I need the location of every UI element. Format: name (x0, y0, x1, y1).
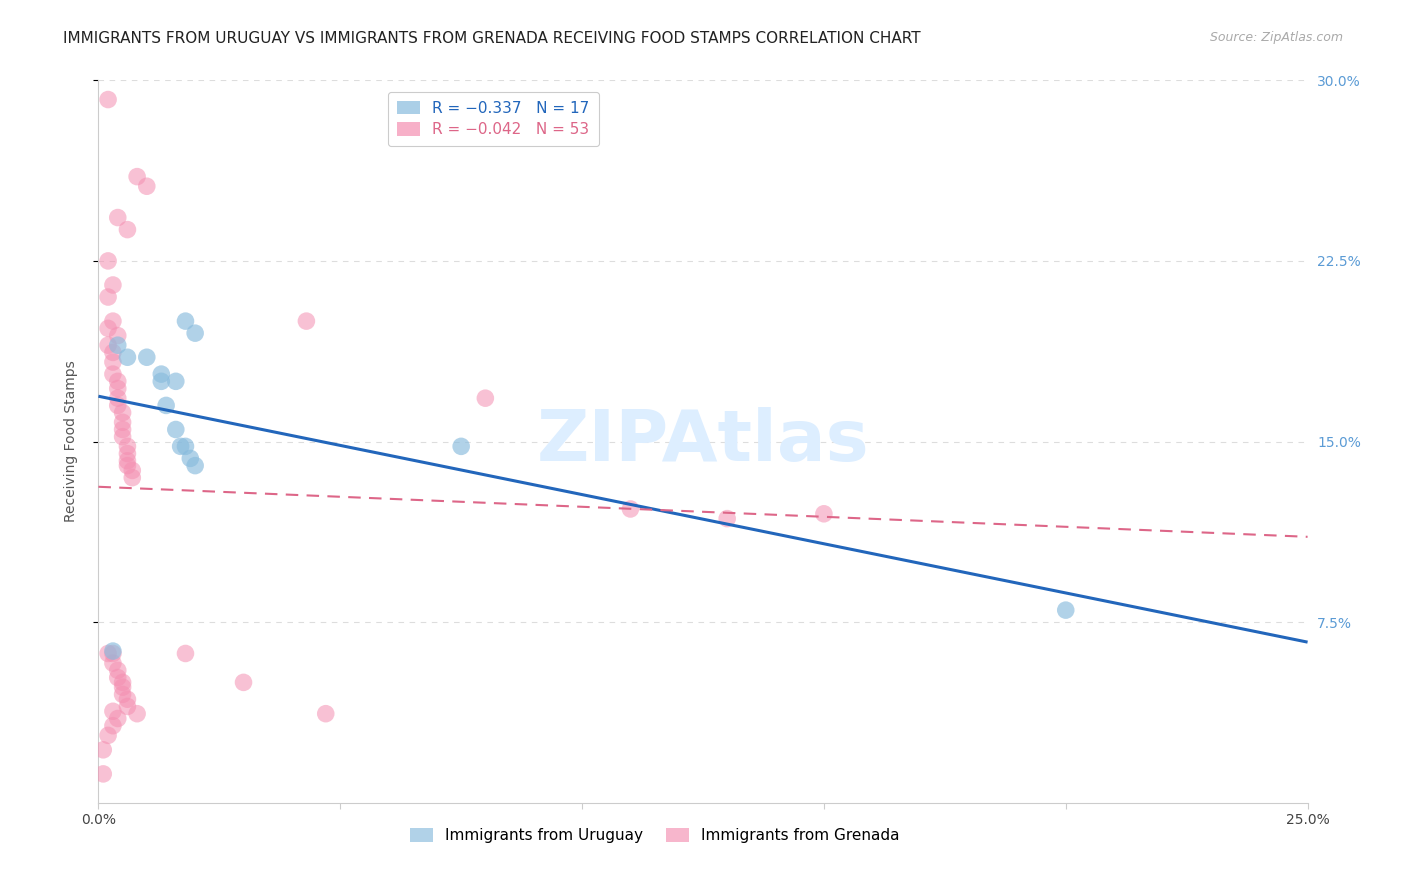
Point (107, 398, 129, 412)
Text: IMMIGRANTS FROM URUGUAY VS IMMIGRANTS FROM GRENADA RECEIVING FOOD STAMPS CORRELA: IMMIGRANTS FROM URUGUAY VS IMMIGRANTS FR… (63, 31, 921, 46)
Point (111, 406, 134, 420)
Point (107, 391, 129, 405)
Point (117, 222, 139, 236)
Point (97, 93, 120, 107)
Point (101, 367, 124, 381)
Point (101, 644, 124, 658)
Point (169, 439, 191, 453)
Point (101, 314, 124, 328)
Point (155, 398, 177, 412)
Point (117, 692, 139, 706)
Point (107, 338, 129, 352)
Point (117, 446, 139, 460)
Point (117, 458, 139, 473)
Text: ZIPAtlas: ZIPAtlas (537, 407, 869, 476)
Point (117, 699, 139, 714)
Point (315, 706, 337, 721)
Point (813, 507, 835, 521)
Point (97, 321, 120, 335)
Point (1054, 603, 1077, 617)
Legend: Immigrants from Uruguay, Immigrants from Grenada: Immigrants from Uruguay, Immigrants from… (404, 822, 905, 849)
Point (232, 675, 254, 690)
Point (111, 422, 134, 436)
Point (127, 706, 149, 721)
Point (97, 728, 120, 742)
Point (111, 430, 134, 444)
Point (165, 374, 187, 388)
Point (150, 374, 173, 388)
Text: Source: ZipAtlas.com: Source: ZipAtlas.com (1209, 31, 1343, 45)
Point (716, 511, 738, 525)
Point (107, 671, 129, 685)
Point (179, 451, 201, 466)
Point (97, 647, 120, 661)
Point (619, 502, 641, 516)
Point (111, 415, 134, 429)
Point (107, 712, 129, 726)
Point (101, 704, 124, 718)
Point (107, 374, 129, 388)
Point (111, 675, 134, 690)
Point (117, 350, 139, 364)
Point (107, 211, 129, 225)
Point (91, 743, 114, 757)
Point (97, 338, 120, 352)
Point (101, 355, 124, 369)
Point (97, 253, 120, 268)
Point (135, 350, 157, 364)
Point (111, 680, 134, 694)
Point (101, 345, 124, 359)
Point (450, 439, 472, 453)
Point (127, 169, 149, 184)
Point (121, 463, 143, 477)
Point (107, 328, 129, 343)
Point (474, 391, 496, 405)
Point (121, 470, 143, 484)
Point (97, 290, 120, 304)
Point (101, 656, 124, 670)
Point (184, 326, 207, 340)
Point (107, 382, 129, 396)
Point (174, 314, 197, 328)
Point (101, 719, 124, 733)
Y-axis label: Receiving Food Stamps: Receiving Food Stamps (63, 360, 77, 523)
Point (174, 439, 197, 453)
Point (174, 647, 197, 661)
Point (150, 367, 173, 381)
Point (184, 458, 207, 473)
Point (165, 422, 187, 436)
Point (135, 179, 157, 194)
Point (101, 277, 124, 292)
Point (91, 767, 114, 781)
Point (117, 439, 139, 453)
Point (295, 314, 318, 328)
Point (107, 664, 129, 678)
Point (111, 687, 134, 701)
Point (101, 647, 124, 661)
Point (117, 454, 139, 468)
